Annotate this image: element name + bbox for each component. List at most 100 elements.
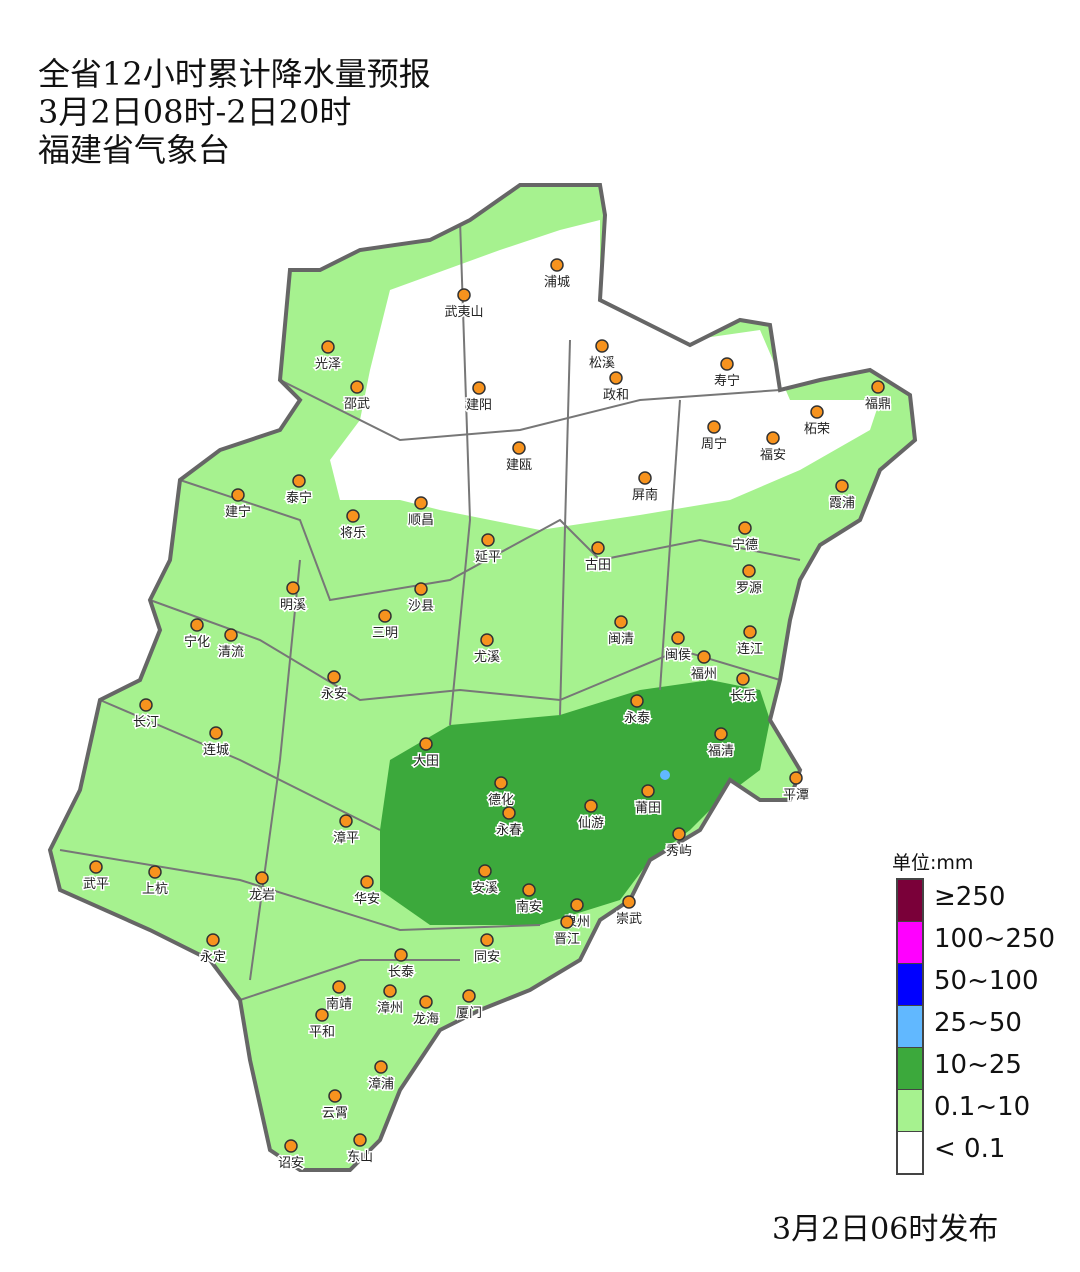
legend [896, 878, 924, 1175]
city-marker [672, 827, 686, 841]
city-label: 三明 [372, 626, 398, 641]
city-label: 柘荣 [804, 422, 830, 437]
city-label: 建瓯 [506, 458, 532, 473]
city-label: 平和 [309, 1025, 335, 1040]
city-marker [148, 865, 162, 879]
city-label: 屏南 [632, 487, 658, 503]
city-marker [462, 989, 476, 1003]
city-label: 永泰 [624, 711, 650, 726]
legend-label: 0.1~10 [934, 1092, 1031, 1122]
city-label: 古田 [585, 558, 611, 573]
legend-label: 100~250 [934, 924, 1056, 954]
city-marker [502, 806, 516, 820]
city-label: 华安 [354, 892, 380, 907]
city-label: 漳州 [377, 1000, 403, 1016]
city-label: 光泽 [315, 357, 341, 372]
city-label: 尤溪 [474, 650, 500, 665]
city-marker [766, 431, 780, 445]
city-label: 同安 [474, 950, 500, 965]
city-label: 顺昌 [408, 513, 434, 528]
city-marker [457, 288, 471, 302]
zone-25-50 [660, 770, 670, 780]
city-marker [209, 726, 223, 740]
city-label: 周宁 [701, 436, 727, 452]
city-marker [255, 871, 269, 885]
city-label: 邵武 [344, 397, 370, 412]
city-label: 永定 [200, 950, 226, 965]
city-marker [374, 1060, 388, 1074]
city-marker [714, 727, 728, 741]
city-marker [339, 814, 353, 828]
city-marker [570, 898, 584, 912]
legend-label: 10~25 [934, 1050, 1022, 1080]
city-marker [742, 564, 756, 578]
city-label: 长泰 [388, 965, 414, 980]
legend-unit: 单位:mm [892, 852, 974, 874]
city-label: 罗源 [736, 581, 762, 596]
city-label: 福清 [708, 744, 734, 759]
city-label: 永春 [496, 823, 522, 838]
city-marker [321, 340, 335, 354]
city-label: 上杭 [142, 882, 168, 897]
city-marker [584, 799, 598, 813]
city-marker [328, 1089, 342, 1103]
city-marker [346, 509, 360, 523]
city-label: 长汀 [133, 715, 159, 730]
city-label: 宁化 [184, 634, 210, 650]
city-label: 沙县 [408, 599, 434, 614]
city-label: 浦城 [544, 275, 570, 290]
city-marker [231, 488, 245, 502]
legend-label: 25~50 [934, 1008, 1022, 1038]
city-label: 安溪 [472, 881, 498, 896]
city-label: 长乐 [730, 689, 756, 704]
city-marker [190, 618, 204, 632]
city-label: 将乐 [340, 526, 366, 541]
city-marker [738, 521, 752, 535]
city-marker [614, 615, 628, 629]
city-label: 泰宁 [286, 490, 312, 506]
city-marker [327, 670, 341, 684]
city-label: 寿宁 [714, 373, 740, 389]
city-marker [522, 883, 536, 897]
city-marker [224, 628, 238, 642]
city-marker [206, 933, 220, 947]
city-marker [350, 380, 364, 394]
city-label: 建宁 [225, 504, 251, 520]
city-label: 闽清 [608, 632, 634, 647]
city-marker [720, 357, 734, 371]
city-marker [472, 381, 486, 395]
city-label: 连城 [203, 742, 229, 758]
city-marker [630, 694, 644, 708]
city-marker [332, 980, 346, 994]
city-marker [89, 860, 103, 874]
city-label: 福州 [691, 667, 717, 682]
city-marker [550, 258, 564, 272]
issuer: 福建省气象台 [38, 131, 231, 169]
issued-time: 3月2日06时发布 [772, 1212, 999, 1247]
city-label: 松溪 [589, 356, 615, 371]
city-label: 政和 [603, 388, 629, 403]
legend-swatch [898, 922, 922, 964]
city-label: 武夷山 [444, 304, 483, 320]
city-marker [835, 479, 849, 493]
city-marker [139, 698, 153, 712]
city-marker [378, 609, 392, 623]
city-marker [736, 672, 750, 686]
city-label: 诏安 [278, 1156, 304, 1171]
legend-label: < 0.1 [934, 1134, 1006, 1164]
city-marker [595, 339, 609, 353]
city-marker [622, 895, 636, 909]
city-label: 平潭 [783, 788, 809, 803]
zone-10-25 [380, 680, 770, 925]
city-marker [353, 1133, 367, 1147]
legend-label: 50~100 [934, 966, 1039, 996]
city-marker [591, 541, 605, 555]
city-label: 东山 [347, 1150, 373, 1165]
city-marker [286, 581, 300, 595]
city-marker [871, 380, 885, 394]
legend-swatch [898, 964, 922, 1006]
city-label: 龙海 [413, 1012, 439, 1027]
city-label: 晋江 [554, 932, 580, 947]
city-marker [383, 984, 397, 998]
